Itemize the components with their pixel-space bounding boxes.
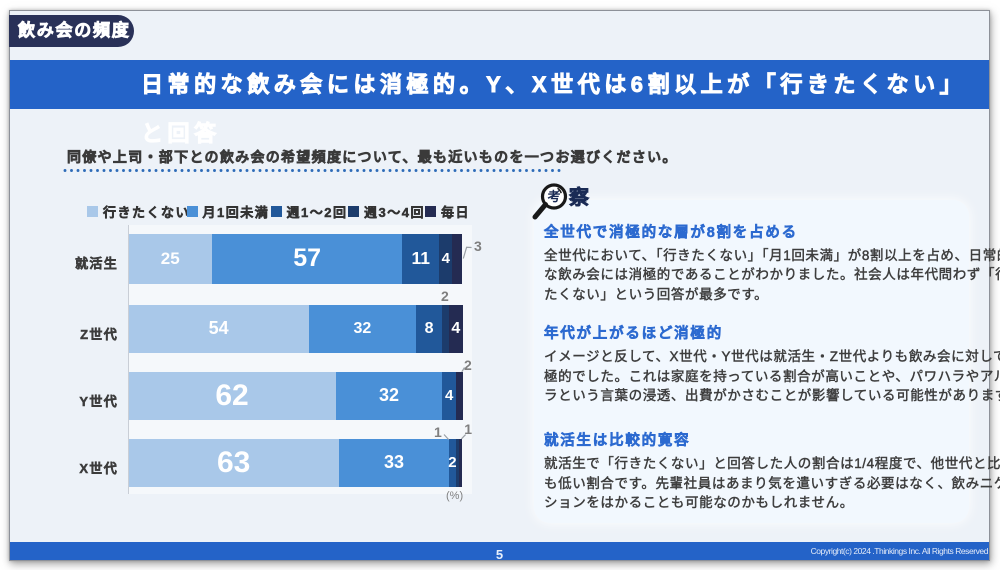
svg-text:考: 考	[547, 189, 560, 204]
